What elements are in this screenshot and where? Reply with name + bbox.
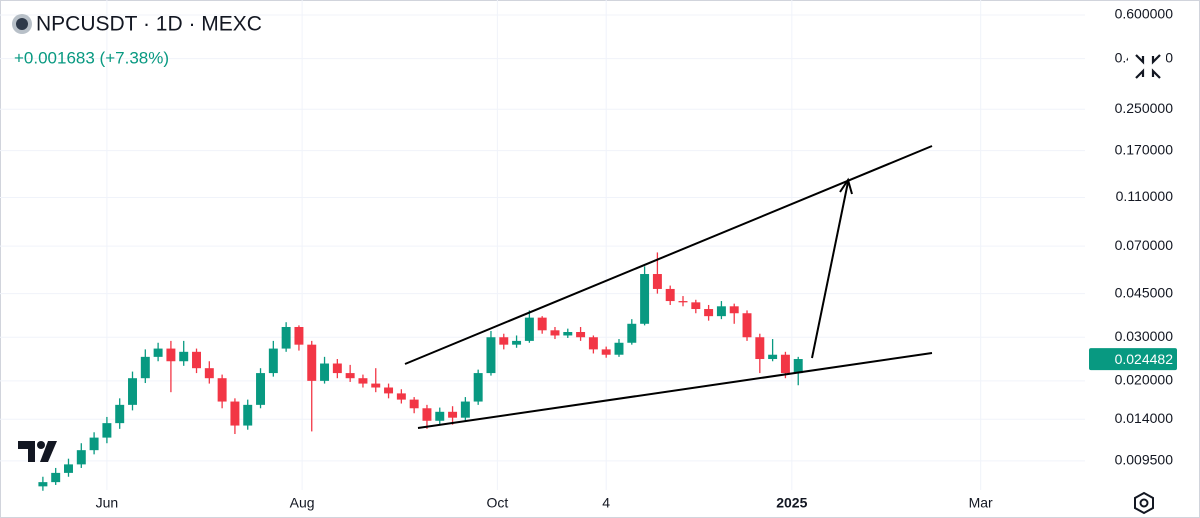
fullscreen-button[interactable] <box>1128 44 1166 84</box>
x-tick-label: Jun <box>96 495 119 511</box>
candle-body <box>448 411 458 418</box>
candle-body <box>614 342 624 355</box>
candle-body <box>678 301 688 303</box>
x-tick-label: Aug <box>290 495 315 511</box>
arrow-head <box>839 177 853 195</box>
candle-body <box>128 378 137 405</box>
candle-body <box>716 306 726 317</box>
y-tick-label: 0.600000 <box>1115 6 1174 22</box>
drawings <box>404 145 933 429</box>
trend-line <box>417 352 933 429</box>
candle-body <box>640 274 650 324</box>
candle-body <box>345 373 355 379</box>
candle-body <box>76 450 86 465</box>
last-price-label: 0.024482 <box>1115 351 1174 367</box>
candle-body <box>153 348 163 357</box>
candle-body <box>307 344 317 381</box>
candle-body <box>601 349 611 355</box>
candle-body <box>256 373 266 405</box>
symbol-logo-inner <box>16 18 28 30</box>
candle-body <box>64 464 73 473</box>
candle-body <box>742 313 752 338</box>
candle-body <box>51 472 61 483</box>
price-change: +0.001683 (+7.38%) <box>14 48 169 67</box>
y-tick-label: 0.250000 <box>1115 100 1174 116</box>
candle-body <box>358 378 368 384</box>
candle-body <box>204 368 214 379</box>
candle-body <box>371 383 381 388</box>
candle-body <box>179 351 189 362</box>
candle-body <box>102 423 112 438</box>
candle-body <box>537 317 547 331</box>
last-price-tag <box>1089 348 1177 371</box>
x-tick-label: 4 <box>602 495 610 511</box>
candle-body <box>704 309 714 317</box>
y-tick-label: 0.009500 <box>1115 452 1174 468</box>
candle-body <box>217 378 227 402</box>
candle-body <box>435 411 445 421</box>
candle-body <box>512 340 522 345</box>
candle-body <box>140 356 150 379</box>
tv-logo <box>18 441 57 462</box>
candle-body <box>192 351 201 369</box>
candle-body <box>665 288 675 302</box>
x-tick-label: Oct <box>486 495 508 511</box>
x-tick-label: Mar <box>969 495 993 511</box>
candle-body <box>563 331 573 336</box>
candles <box>38 252 803 491</box>
y-tick-label: 0.030000 <box>1115 328 1174 344</box>
candle-body <box>729 306 739 314</box>
candle-body <box>320 363 330 381</box>
grid <box>0 0 1085 490</box>
candle-body <box>268 348 278 374</box>
candle-body <box>422 408 432 421</box>
candle-body <box>780 354 790 374</box>
candle-body <box>384 387 394 394</box>
candle-body <box>576 331 586 338</box>
candle-body <box>755 337 765 360</box>
chart-title: NPCUSDT · 1D · MEXC <box>36 13 262 36</box>
candle-body <box>460 401 470 418</box>
candle-body <box>332 363 342 374</box>
candle-body <box>588 337 598 350</box>
candle-body <box>230 401 240 426</box>
candle-body <box>486 337 496 374</box>
candle-body <box>499 337 509 345</box>
candle-body <box>396 393 406 400</box>
candle-body <box>281 326 291 349</box>
x-tick-label: 2025 <box>776 495 807 511</box>
trend-line <box>404 145 933 365</box>
y-tick-label: 0.014000 <box>1115 410 1174 426</box>
candle-body <box>294 326 304 345</box>
y-tick-label: 0.045000 <box>1115 284 1174 300</box>
fullscreen-icon[interactable] <box>1135 54 1161 79</box>
candle-body <box>550 330 560 336</box>
candle-body <box>793 359 803 374</box>
y-tick-label: 0.170000 <box>1115 141 1174 157</box>
arrow <box>811 181 849 359</box>
candle-body <box>89 437 99 451</box>
candle-body <box>243 404 253 426</box>
candle-body <box>524 317 534 341</box>
y-tick-label: 0.020000 <box>1115 372 1174 388</box>
candle-body <box>115 404 125 424</box>
candle-body <box>38 482 48 487</box>
candle-body <box>409 399 419 409</box>
candle-body <box>473 373 483 402</box>
settings-button[interactable] <box>1134 491 1154 515</box>
candle-body <box>691 302 701 310</box>
y-tick-label: 0.110000 <box>1116 188 1174 204</box>
candle-body <box>166 348 176 362</box>
candle-body <box>627 323 637 343</box>
y-tick-label: 0.070000 <box>1115 237 1174 253</box>
candle-body <box>652 274 662 289</box>
candle-body <box>768 354 778 360</box>
